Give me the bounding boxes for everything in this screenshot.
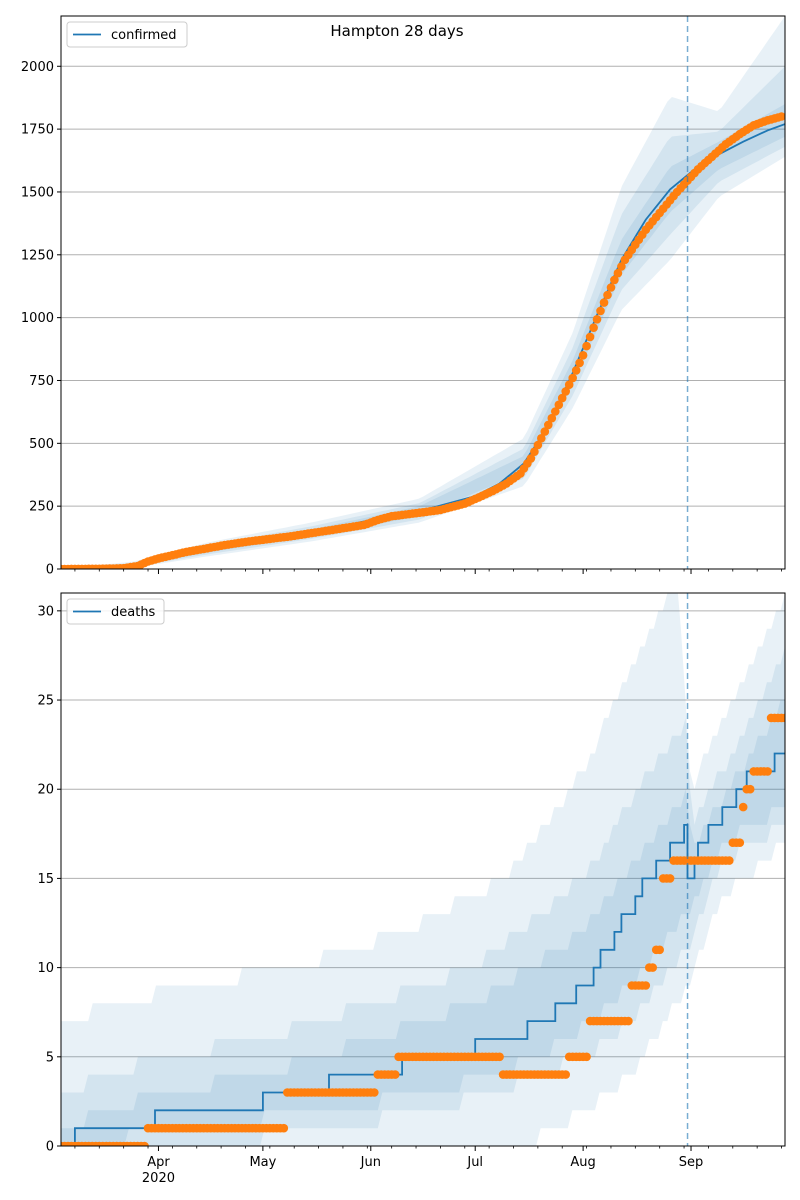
x-tick-label: Aug xyxy=(570,1155,595,1170)
uncertainty-band-outer xyxy=(61,593,785,1146)
legend-box xyxy=(66,598,165,625)
plot-area xyxy=(61,593,785,1146)
y-tick-label: 0 xyxy=(46,563,54,578)
x-tick-label: Jun xyxy=(360,1155,381,1170)
chart-title: Hampton 28 days xyxy=(330,22,463,40)
observed-point xyxy=(279,1123,289,1133)
observed-point xyxy=(551,407,560,416)
observed-point xyxy=(648,963,657,972)
observed-point xyxy=(655,945,664,955)
axes-frame xyxy=(60,15,786,570)
observed-point xyxy=(557,393,567,403)
uncertainty-band-outer xyxy=(61,16,785,569)
observed-point xyxy=(738,802,748,812)
observed-point xyxy=(571,366,581,375)
y-tick-label: 500 xyxy=(29,437,54,452)
y-tick-label: 250 xyxy=(29,500,54,515)
observed-point xyxy=(777,112,785,121)
y-tick-label: 15 xyxy=(37,872,54,887)
y-tick-label: 2000 xyxy=(21,60,54,75)
observed-point xyxy=(568,373,577,383)
observed-point xyxy=(735,838,745,847)
deaths-panel: 0 5 10 15 20 25 30 Apr May Jun Jul Aug Sep 2020 deaths xyxy=(37,592,786,1186)
observed-point xyxy=(745,784,755,794)
observed-point xyxy=(780,713,785,723)
legend: confirmed xyxy=(66,21,188,48)
y-tick-label: 1250 xyxy=(21,248,54,263)
observed-point xyxy=(582,1052,591,1062)
y-tick-label: 25 xyxy=(37,694,54,709)
observed-point xyxy=(495,1052,504,1062)
observed-point xyxy=(617,262,626,271)
observed-point xyxy=(603,290,612,300)
y-tick-label: 1750 xyxy=(21,123,54,138)
y-tick-label: 5 xyxy=(46,1050,54,1065)
observed-point xyxy=(763,767,772,776)
observed-point xyxy=(575,358,584,368)
observed-point xyxy=(140,1141,149,1146)
y-tick-label: 1500 xyxy=(21,185,54,200)
observed-point xyxy=(526,454,536,463)
observed-point xyxy=(596,306,605,316)
observed-point xyxy=(592,315,602,324)
axes-frame xyxy=(60,592,786,1147)
observed-point xyxy=(547,413,557,423)
y-tick-label: 20 xyxy=(37,783,54,798)
observed-point xyxy=(561,387,570,396)
observed-point xyxy=(537,434,546,443)
y-tick-label: 750 xyxy=(29,374,54,389)
y-tick-label: 30 xyxy=(37,604,54,619)
x-tick-label: May xyxy=(249,1155,276,1170)
y-tick-label: 0 xyxy=(46,1140,54,1155)
observed-point xyxy=(544,420,553,430)
observed-point xyxy=(624,1016,633,1026)
observed-point xyxy=(606,283,616,292)
y-tick-label: 1000 xyxy=(21,311,54,326)
legend-label: deaths xyxy=(111,605,156,620)
confirmed-panel: 0 250 500 750 1000 1250 1500 1750 2000 confirmed xyxy=(21,15,786,578)
observed-point xyxy=(530,447,539,457)
observed-point xyxy=(585,332,595,342)
observed-point xyxy=(641,981,651,990)
legend-box xyxy=(66,21,188,48)
legend-label: confirmed xyxy=(111,28,177,43)
observed-point xyxy=(613,268,623,278)
observed-point xyxy=(370,1088,379,1097)
observed-point xyxy=(599,298,609,307)
observed-point xyxy=(589,323,598,333)
observed-point xyxy=(390,1070,400,1079)
observed-point xyxy=(561,1070,570,1079)
observed-point xyxy=(533,440,543,450)
observed-point xyxy=(582,341,591,351)
x-year-label: 2020 xyxy=(142,1171,175,1186)
observed-point xyxy=(665,874,675,883)
observed-point xyxy=(554,400,564,410)
legend: deaths xyxy=(66,598,165,625)
y-tick-label: 10 xyxy=(37,961,54,976)
x-tick-label: Sep xyxy=(679,1155,704,1170)
observed-point xyxy=(578,351,588,360)
observed-point xyxy=(540,427,550,436)
x-tick-label: Apr xyxy=(147,1155,170,1170)
observed-point xyxy=(610,275,619,285)
x-tick-label: Jul xyxy=(466,1155,483,1170)
plot-area xyxy=(61,16,785,569)
observed-point xyxy=(725,856,734,865)
observed-point xyxy=(564,380,574,390)
